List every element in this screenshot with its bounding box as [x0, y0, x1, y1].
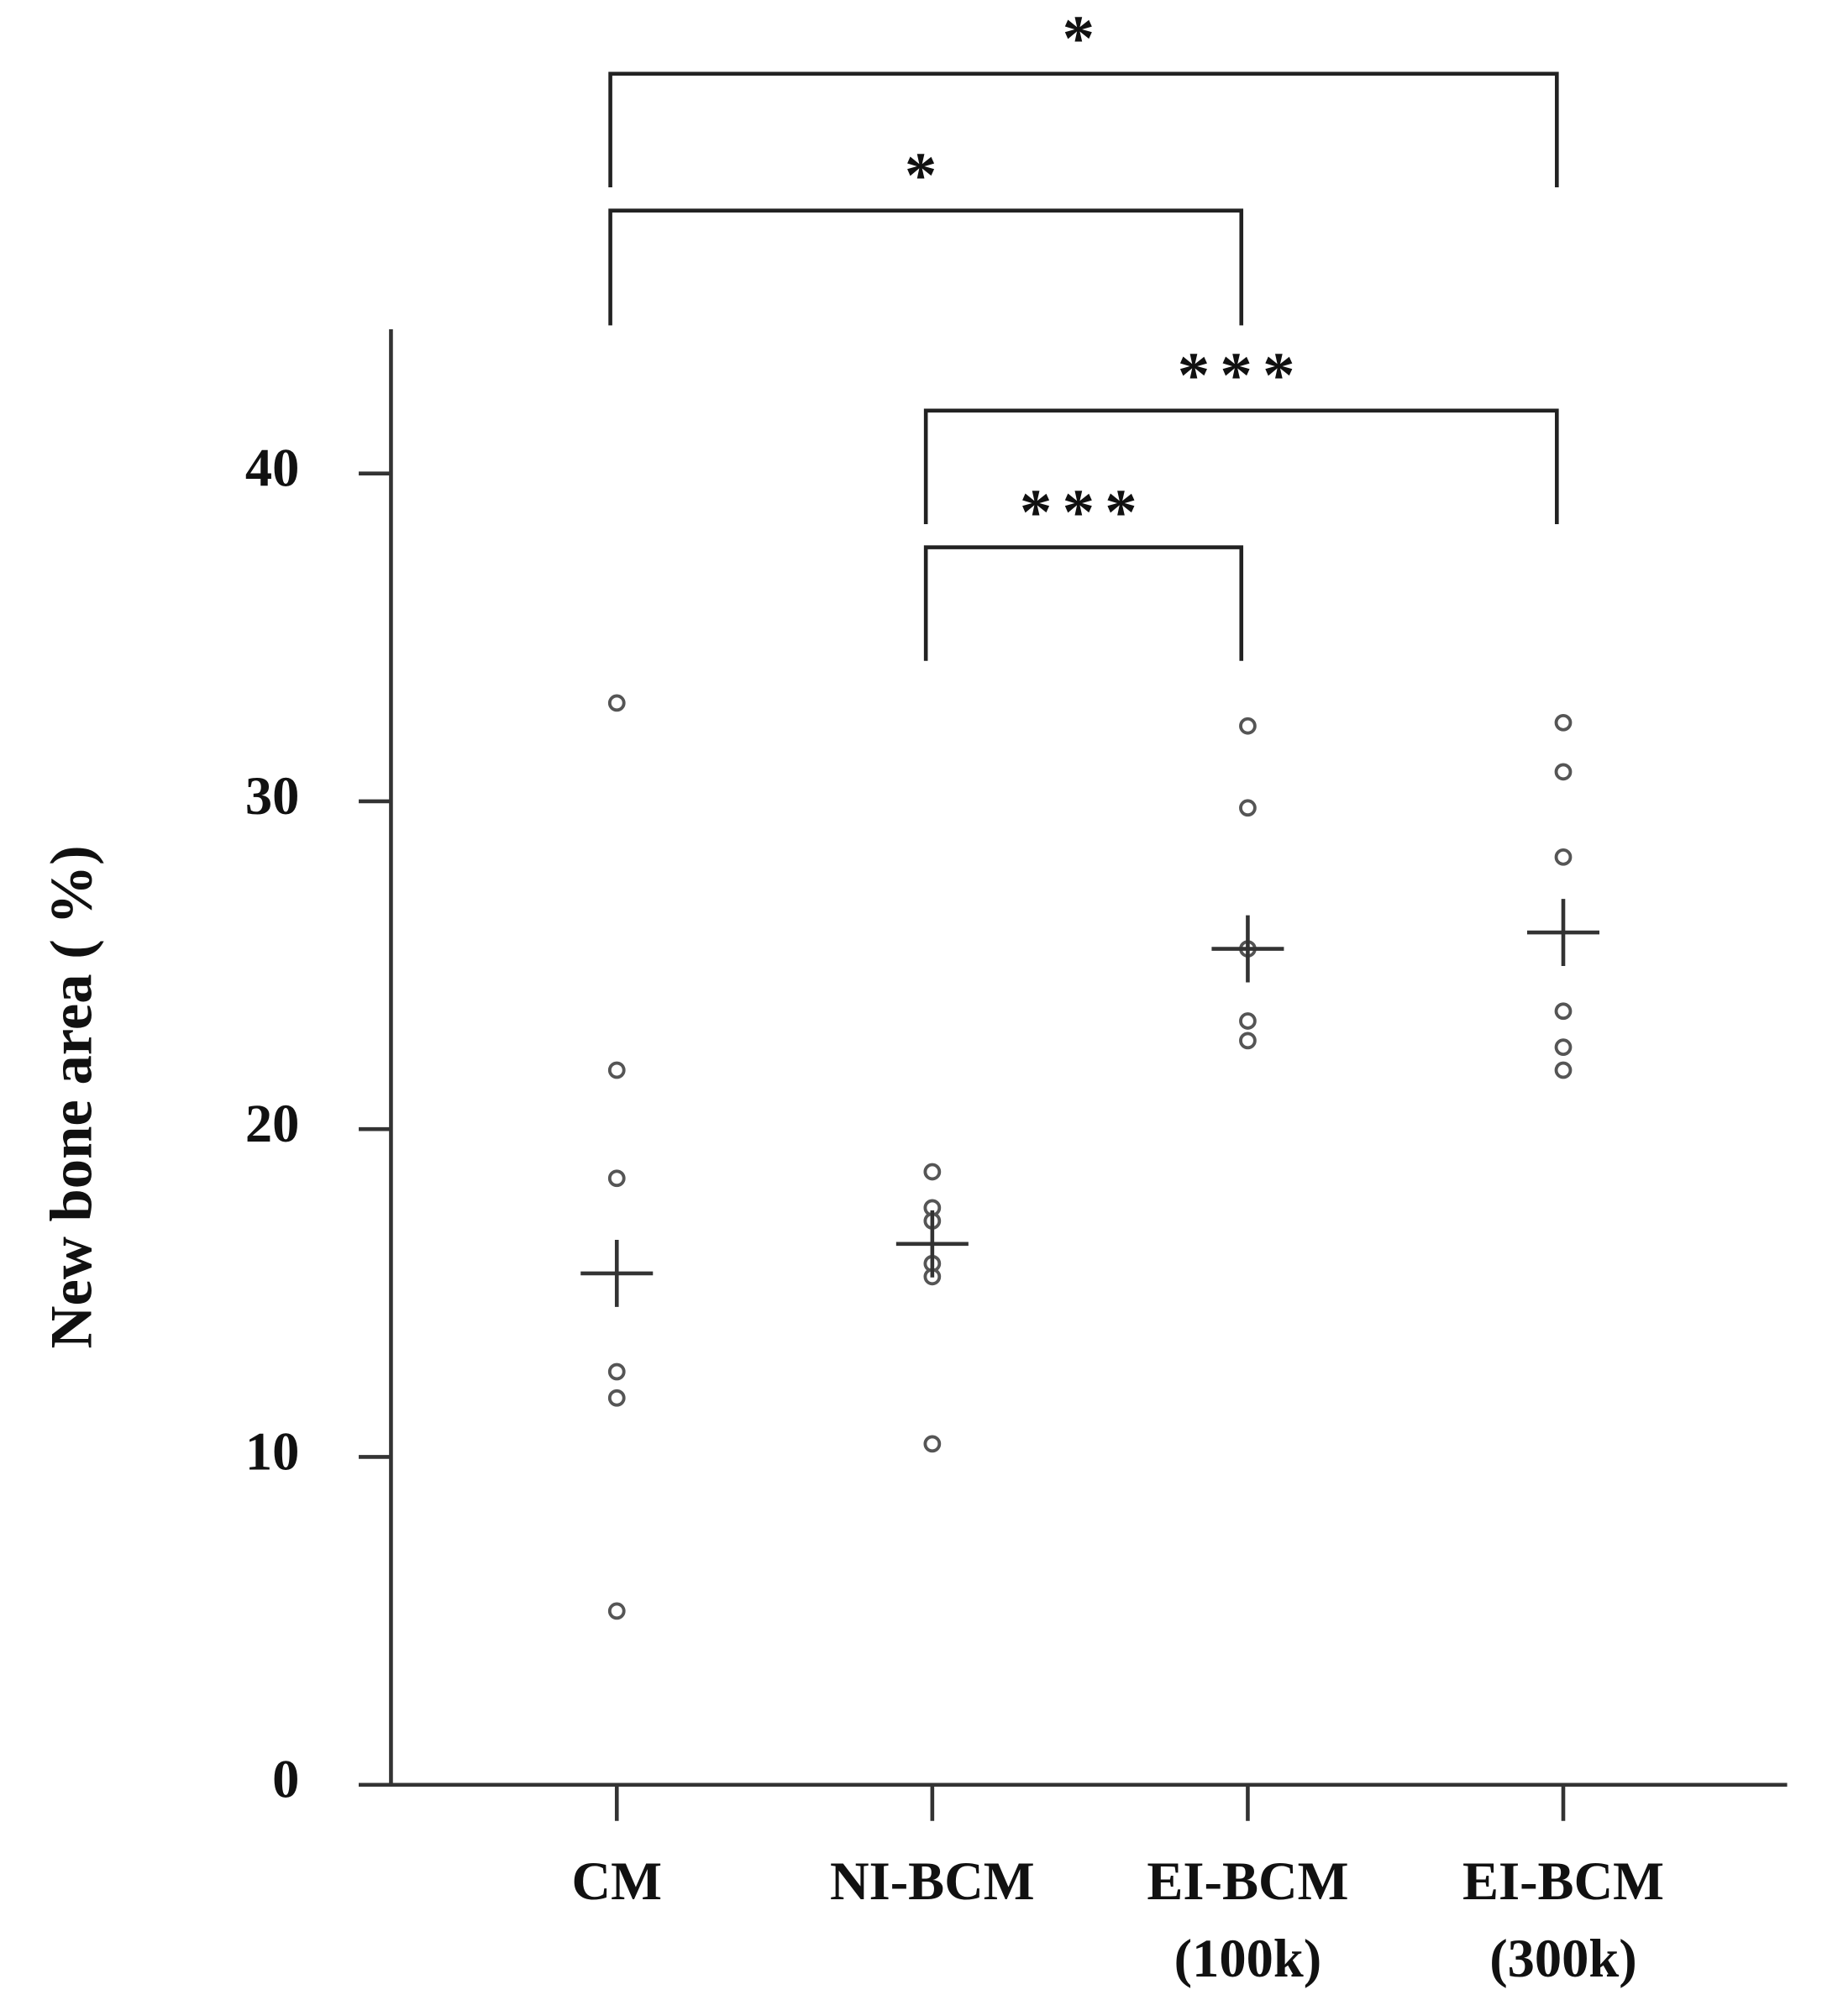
data-point	[1554, 1038, 1573, 1057]
data-point	[923, 1435, 942, 1453]
data-point	[1554, 1002, 1573, 1021]
data-point	[1239, 717, 1257, 735]
x-tick-label: CM	[572, 1851, 662, 1911]
data-point	[1554, 848, 1573, 866]
significance-bracket	[608, 71, 1559, 188]
data-point	[607, 1389, 626, 1407]
data-point	[607, 1602, 626, 1620]
data-point	[923, 1163, 942, 1181]
y-tick-label: 10	[245, 1421, 300, 1481]
data-point	[1239, 799, 1257, 817]
significance-label: *	[1063, 3, 1105, 75]
data-point	[1554, 713, 1573, 732]
mean-marker	[580, 1240, 654, 1307]
data-point	[1239, 1032, 1257, 1050]
significance-bracket	[923, 545, 1244, 661]
mean-marker	[1526, 899, 1600, 967]
data-point	[607, 1061, 626, 1079]
significance-bracket	[923, 408, 1559, 524]
data-point	[607, 1362, 626, 1381]
data-point	[607, 694, 626, 712]
y-tick-label: 40	[245, 438, 300, 498]
x-tick-label: (100k)	[1174, 1929, 1322, 1988]
mean-marker	[1211, 915, 1284, 983]
y-axis-label: New bone area ( %)	[39, 845, 104, 1348]
y-tick-label: 0	[272, 1750, 299, 1809]
data-point	[1554, 763, 1573, 781]
significance-label: *	[905, 140, 948, 212]
x-tick-label: NI-BCM	[830, 1851, 1035, 1911]
mean-marker	[895, 1210, 969, 1278]
significance-bracket	[608, 208, 1244, 326]
data-point	[1554, 1061, 1573, 1079]
data-point	[607, 1169, 626, 1188]
x-tick-label: EI-BCM	[1462, 1851, 1664, 1911]
data-point	[1239, 1012, 1257, 1030]
y-tick-label: 20	[245, 1094, 300, 1153]
x-tick-label: (300k)	[1489, 1929, 1637, 1988]
significance-label: ***	[1020, 476, 1147, 548]
x-tick-label: EI-BCM	[1147, 1851, 1348, 1911]
significance-label: ***	[1178, 340, 1305, 412]
y-tick-label: 30	[245, 766, 300, 826]
